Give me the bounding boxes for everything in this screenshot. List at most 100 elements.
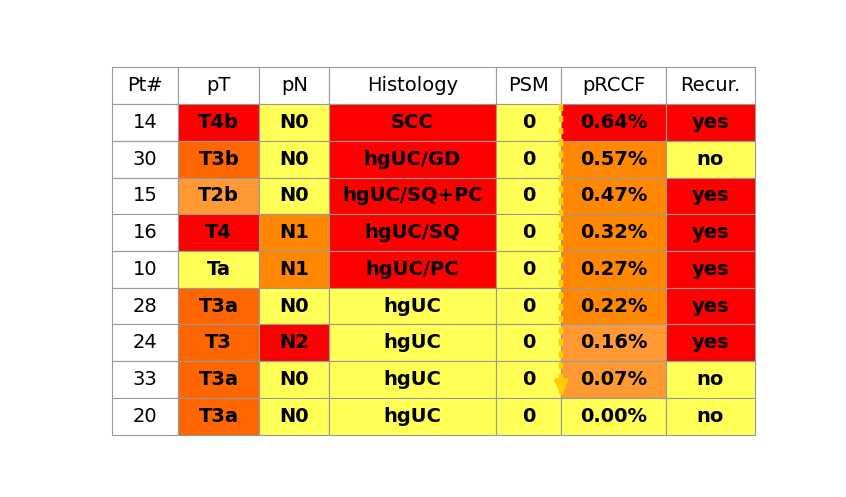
Bar (561, 141, 666, 177)
Bar (496, 251, 561, 288)
Bar (561, 251, 666, 288)
Bar (179, 67, 260, 104)
Bar (179, 104, 260, 141)
Bar (179, 288, 260, 325)
Bar (496, 141, 561, 177)
Text: N0: N0 (279, 297, 309, 316)
Bar (113, 325, 179, 361)
Text: 10: 10 (133, 260, 157, 279)
Text: yes: yes (691, 223, 729, 242)
Bar (113, 251, 179, 288)
Text: 0: 0 (522, 113, 535, 132)
Text: 0.22%: 0.22% (580, 297, 647, 316)
Bar (113, 214, 179, 251)
Text: yes: yes (691, 113, 729, 132)
Bar (496, 288, 561, 325)
Bar (496, 361, 561, 398)
Text: T3a: T3a (199, 297, 239, 316)
Text: N1: N1 (279, 260, 309, 279)
Bar (329, 141, 496, 177)
Bar (561, 104, 666, 141)
Bar (113, 398, 179, 435)
Bar (329, 398, 496, 435)
Bar (666, 251, 755, 288)
Text: 0.00%: 0.00% (580, 407, 647, 426)
Text: 0: 0 (522, 333, 535, 352)
Bar (561, 361, 666, 398)
Bar (666, 361, 755, 398)
Bar (496, 398, 561, 435)
Bar (496, 177, 561, 214)
Text: 30: 30 (133, 150, 157, 168)
Text: hgUC/GD: hgUC/GD (364, 150, 461, 168)
Bar (260, 325, 329, 361)
Bar (113, 104, 179, 141)
Bar (561, 67, 666, 104)
Text: T2b: T2b (198, 186, 239, 205)
Text: pT: pT (206, 76, 231, 95)
Bar (666, 288, 755, 325)
Text: hgUC/SQ+PC: hgUC/SQ+PC (342, 186, 482, 205)
Text: SCC: SCC (391, 113, 434, 132)
Text: 0.47%: 0.47% (580, 186, 647, 205)
Bar (260, 214, 329, 251)
Text: yes: yes (691, 333, 729, 352)
Bar (260, 251, 329, 288)
Text: pN: pN (281, 76, 308, 95)
Text: N0: N0 (279, 370, 309, 389)
Bar (329, 251, 496, 288)
Text: N1: N1 (279, 223, 309, 242)
Bar (179, 141, 260, 177)
Bar (179, 361, 260, 398)
Bar (496, 325, 561, 361)
Bar (260, 398, 329, 435)
Text: hgUC/PC: hgUC/PC (365, 260, 459, 279)
Text: yes: yes (691, 297, 729, 316)
Text: no: no (696, 407, 724, 426)
Text: 0: 0 (522, 297, 535, 316)
Text: 0.27%: 0.27% (580, 260, 647, 279)
Text: 24: 24 (133, 333, 157, 352)
Text: T4b: T4b (198, 113, 239, 132)
Bar (179, 177, 260, 214)
Bar (260, 288, 329, 325)
Text: PSM: PSM (508, 76, 549, 95)
Bar (666, 214, 755, 251)
Bar (179, 325, 260, 361)
Text: 0.57%: 0.57% (580, 150, 647, 168)
Bar (260, 361, 329, 398)
Bar (666, 398, 755, 435)
Text: 0.32%: 0.32% (580, 223, 647, 242)
Bar (329, 67, 496, 104)
Bar (561, 398, 666, 435)
Text: 28: 28 (133, 297, 157, 316)
Text: 15: 15 (133, 186, 157, 205)
Bar (113, 67, 179, 104)
Text: 14: 14 (133, 113, 157, 132)
Bar (113, 177, 179, 214)
Text: N0: N0 (279, 407, 309, 426)
Bar (329, 214, 496, 251)
Bar (561, 214, 666, 251)
Bar (113, 361, 179, 398)
Bar (260, 104, 329, 141)
Text: Histology: Histology (366, 76, 458, 95)
Text: T3a: T3a (199, 370, 239, 389)
Text: N0: N0 (279, 186, 309, 205)
Text: yes: yes (691, 260, 729, 279)
Bar (113, 288, 179, 325)
Text: 0: 0 (522, 150, 535, 168)
Text: T3b: T3b (198, 150, 239, 168)
Text: T4: T4 (206, 223, 233, 242)
Text: hgUC: hgUC (383, 333, 442, 352)
Bar (329, 361, 496, 398)
Bar (179, 214, 260, 251)
Bar (666, 325, 755, 361)
Text: 16: 16 (133, 223, 157, 242)
Bar (496, 104, 561, 141)
Text: 0.07%: 0.07% (580, 370, 647, 389)
Bar (179, 251, 260, 288)
Text: 0: 0 (522, 223, 535, 242)
Text: 0.16%: 0.16% (580, 333, 647, 352)
Text: no: no (696, 370, 724, 389)
